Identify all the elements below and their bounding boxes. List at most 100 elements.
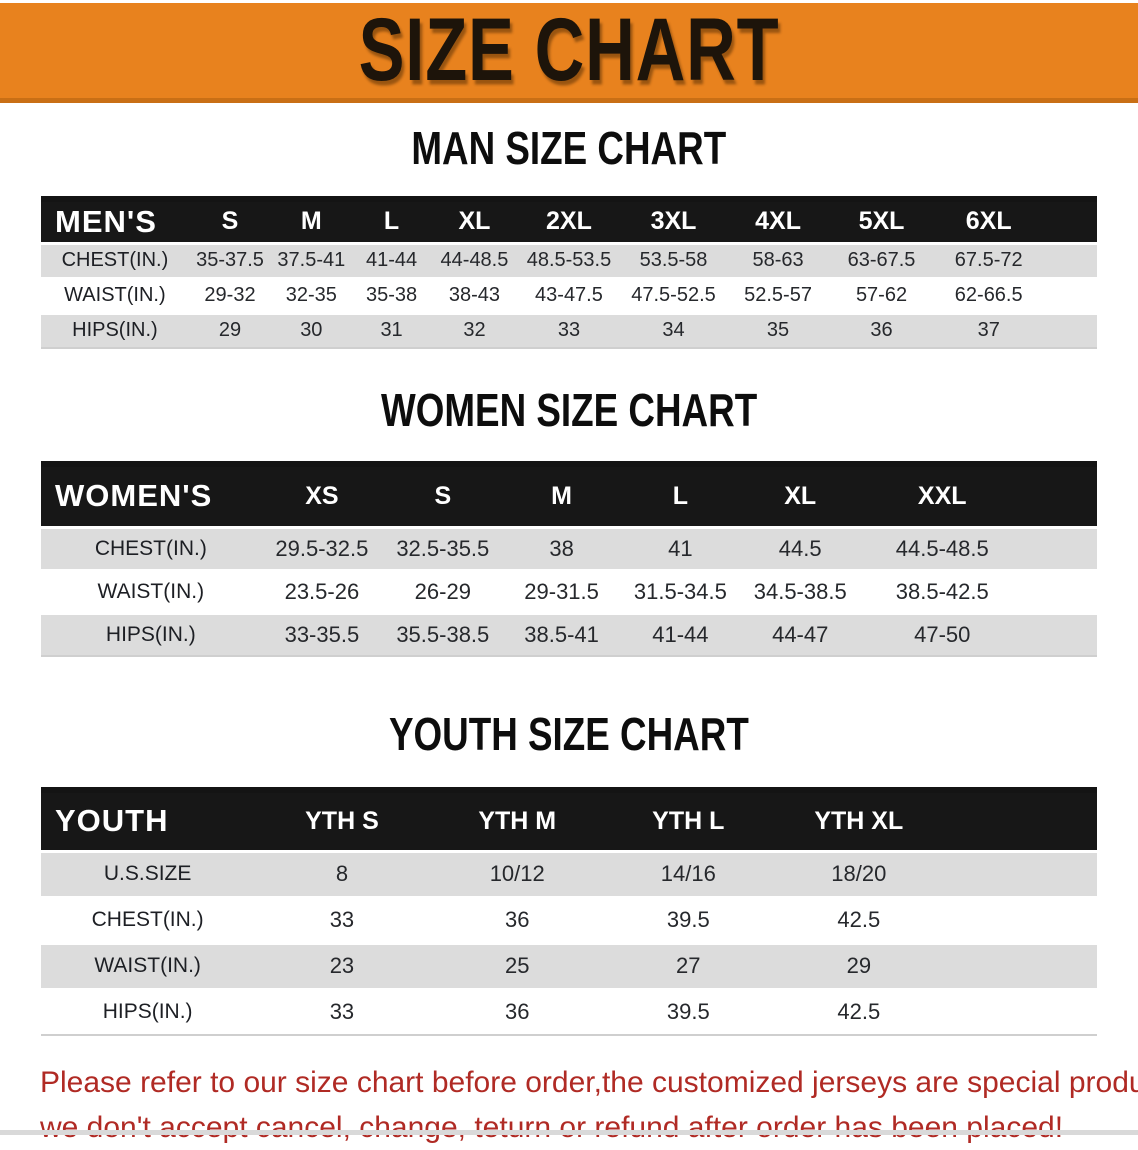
size-value: 14/16 bbox=[604, 849, 772, 897]
size-value: 44.5-48.5 bbox=[860, 525, 1025, 570]
size-value: 42.5 bbox=[771, 895, 946, 943]
table-row: WAIST(IN.) 23 25 27 29 bbox=[41, 941, 1097, 989]
row-filler bbox=[1024, 525, 1097, 570]
youth-section: YOUTH SIZE CHART YOUTH YTH S YTH M YTH L YTH… bbox=[0, 708, 1138, 1036]
row-filler bbox=[945, 941, 1097, 989]
size-value: 67.5-72 bbox=[933, 241, 1045, 278]
row-label: WAIST(IN.) bbox=[41, 276, 189, 313]
row-filler bbox=[1024, 611, 1097, 656]
row-filler bbox=[1044, 241, 1097, 278]
column-header: 6XL bbox=[933, 199, 1045, 243]
table-row: WAIST(IN.) 29-32 32-35 35-38 38-43 43-47.5 47.… bbox=[41, 276, 1097, 313]
womens-size-table: WOMEN'S XS S M L XL XXL CHEST(IN.) 29.5-32.5 32.5… bbox=[41, 461, 1097, 657]
size-value: 23.5-26 bbox=[260, 568, 384, 613]
size-value: 47.5-52.5 bbox=[620, 276, 727, 313]
table-row: CHEST(IN.) 33 36 39.5 42.5 bbox=[41, 895, 1097, 943]
column-header: XS bbox=[260, 464, 384, 527]
row-filler bbox=[945, 987, 1097, 1035]
table-corner-label: YOUTH bbox=[41, 790, 255, 851]
size-value: 29 bbox=[188, 311, 272, 348]
column-header: YTH XL bbox=[771, 790, 946, 851]
size-value: 32-35 bbox=[271, 276, 352, 313]
page-title: SIZE CHART bbox=[358, 0, 780, 100]
size-value: 25 bbox=[429, 941, 605, 989]
size-value: 38.5-41 bbox=[502, 611, 621, 656]
size-value: 39.5 bbox=[604, 987, 772, 1035]
size-value: 38 bbox=[502, 525, 621, 570]
column-header: XL bbox=[431, 199, 518, 243]
row-filler bbox=[945, 895, 1097, 943]
size-value: 44-48.5 bbox=[431, 241, 518, 278]
size-value: 52.5-57 bbox=[726, 276, 830, 313]
size-value: 41-44 bbox=[620, 611, 741, 656]
size-value: 36 bbox=[429, 895, 605, 943]
row-label: HIPS(IN.) bbox=[41, 311, 189, 348]
size-value: 36 bbox=[829, 311, 934, 348]
row-label: WAIST(IN.) bbox=[41, 568, 261, 613]
column-header: 4XL bbox=[726, 199, 830, 243]
size-value: 37.5-41 bbox=[271, 241, 352, 278]
size-value: 47-50 bbox=[860, 611, 1025, 656]
size-value: 10/12 bbox=[429, 849, 605, 897]
size-value: 29 bbox=[771, 941, 946, 989]
size-value: 34 bbox=[620, 311, 727, 348]
table-row: CHEST(IN.) 29.5-32.5 32.5-35.5 38 41 44.5 44.5… bbox=[41, 525, 1097, 570]
size-value: 44.5 bbox=[740, 525, 861, 570]
mens-section-title: MAN SIZE CHART bbox=[411, 122, 727, 174]
row-label: HIPS(IN.) bbox=[41, 987, 255, 1035]
table-row: U.S.SIZE 8 10/12 14/16 18/20 bbox=[41, 849, 1097, 897]
row-filler bbox=[1024, 568, 1097, 613]
row-label: CHEST(IN.) bbox=[41, 895, 255, 943]
size-table-header-row: YOUTH YTH S YTH M YTH L YTH XL bbox=[41, 790, 1097, 851]
size-value: 38.5-42.5 bbox=[860, 568, 1025, 613]
size-value: 33 bbox=[517, 311, 621, 348]
row-label: HIPS(IN.) bbox=[41, 611, 261, 656]
column-header: M bbox=[502, 464, 621, 527]
table-corner-label: WOMEN'S bbox=[41, 464, 261, 527]
size-value: 26-29 bbox=[383, 568, 503, 613]
row-label: CHEST(IN.) bbox=[41, 241, 189, 278]
image-bottom-edge bbox=[0, 1130, 1138, 1135]
size-value: 62-66.5 bbox=[933, 276, 1045, 313]
mens-size-table: MEN'S S M L XL 2XL 3XL 4XL 5XL 6XL CHEST(IN.) 35-37… bbox=[41, 196, 1097, 349]
size-value: 63-67.5 bbox=[829, 241, 934, 278]
column-header: L bbox=[620, 464, 741, 527]
table-row: WAIST(IN.) 23.5-26 26-29 29-31.5 31.5-34.5 34… bbox=[41, 568, 1097, 613]
size-value: 23 bbox=[254, 941, 430, 989]
table-corner-label: MEN'S bbox=[41, 199, 189, 243]
size-value: 31 bbox=[351, 311, 432, 348]
row-filler bbox=[1044, 311, 1097, 348]
size-value: 39.5 bbox=[604, 895, 772, 943]
column-header: 3XL bbox=[620, 199, 727, 243]
size-value: 41 bbox=[620, 525, 741, 570]
table-row: HIPS(IN.) 33 36 39.5 42.5 bbox=[41, 987, 1097, 1035]
size-value: 41-44 bbox=[351, 241, 432, 278]
column-header: XXL bbox=[860, 464, 1025, 527]
column-header: 5XL bbox=[829, 199, 934, 243]
size-value: 35-38 bbox=[351, 276, 432, 313]
womens-section: WOMEN SIZE CHART WOMEN'S XS S M L XL XXL CHEST(… bbox=[0, 384, 1138, 657]
size-value: 43-47.5 bbox=[517, 276, 621, 313]
size-value: 35.5-38.5 bbox=[383, 611, 503, 656]
column-header: XL bbox=[740, 464, 861, 527]
header-filler bbox=[1024, 464, 1097, 527]
size-value: 31.5-34.5 bbox=[620, 568, 741, 613]
table-row: CHEST(IN.) 35-37.5 37.5-41 41-44 44-48.5 48.5… bbox=[41, 241, 1097, 278]
size-value: 44-47 bbox=[740, 611, 861, 656]
womens-section-title: WOMEN SIZE CHART bbox=[380, 384, 758, 436]
size-value: 29-32 bbox=[188, 276, 272, 313]
size-value: 58-63 bbox=[726, 241, 830, 278]
size-value: 38-43 bbox=[431, 276, 518, 313]
size-value: 32.5-35.5 bbox=[383, 525, 503, 570]
header-filler bbox=[1044, 199, 1097, 243]
size-value: 30 bbox=[271, 311, 352, 348]
size-value: 34.5-38.5 bbox=[740, 568, 861, 613]
row-filler bbox=[1044, 276, 1097, 313]
column-header: M bbox=[271, 199, 352, 243]
size-value: 35-37.5 bbox=[188, 241, 272, 278]
size-value: 32 bbox=[431, 311, 518, 348]
size-value: 57-62 bbox=[829, 276, 934, 313]
column-header: 2XL bbox=[517, 199, 621, 243]
size-value: 36 bbox=[429, 987, 605, 1035]
column-header: S bbox=[188, 199, 272, 243]
